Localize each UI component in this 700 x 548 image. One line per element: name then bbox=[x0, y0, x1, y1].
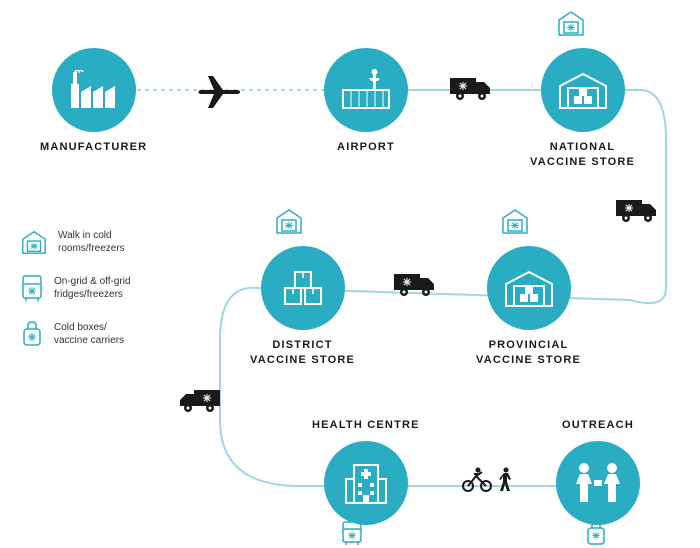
health-label: HEALTH CENTRE bbox=[312, 418, 420, 433]
legend-wcr-label: Walk in cold rooms/freezers bbox=[58, 229, 125, 255]
airport-label: AIRPORT bbox=[337, 140, 395, 155]
airport-icon bbox=[339, 68, 393, 112]
boxes-icon bbox=[279, 266, 327, 310]
national-wcr-icon bbox=[556, 8, 586, 38]
national-label: NATIONAL VACCINE STORE bbox=[530, 140, 635, 170]
legend-box-label: Cold boxes/ vaccine carriers bbox=[54, 321, 124, 347]
outreach-label: OUTREACH bbox=[562, 418, 634, 433]
handover-icon bbox=[570, 460, 626, 506]
legend: Walk in cold rooms/freezers On-grid & of… bbox=[20, 228, 131, 348]
cold-truck-3-icon bbox=[394, 272, 436, 298]
bike-walk-icon bbox=[460, 466, 514, 492]
provincial-wcr-icon bbox=[500, 206, 530, 236]
node-provincial: PROVINCIAL VACCINE STORE bbox=[476, 246, 581, 368]
hospital-icon bbox=[342, 459, 390, 507]
manufacturer-label: MANUFACTURER bbox=[40, 140, 147, 155]
legend-box: Cold boxes/ vaccine carriers bbox=[20, 320, 131, 348]
node-airport: AIRPORT bbox=[324, 48, 408, 155]
legend-fridge-label: On-grid & off-grid fridges/freezers bbox=[54, 275, 131, 301]
walk-in-cold-room-icon bbox=[20, 228, 48, 256]
cold-truck-4-icon bbox=[178, 388, 220, 414]
node-outreach: OUTREACH bbox=[556, 418, 640, 525]
node-district: DISTRICT VACCINE STORE bbox=[250, 246, 355, 368]
fridge-icon bbox=[20, 274, 44, 302]
factory-icon bbox=[69, 70, 119, 110]
node-health: HEALTH CENTRE bbox=[312, 418, 420, 525]
outreach-box-icon bbox=[584, 520, 608, 546]
provincial-label: PROVINCIAL VACCINE STORE bbox=[476, 338, 581, 368]
legend-fridge: On-grid & off-grid fridges/freezers bbox=[20, 274, 131, 302]
district-wcr-icon bbox=[274, 206, 304, 236]
cold-truck-2-icon bbox=[616, 198, 658, 224]
health-fridge-icon bbox=[340, 520, 364, 546]
plane-icon bbox=[198, 74, 242, 108]
legend-wcr: Walk in cold rooms/freezers bbox=[20, 228, 131, 256]
cold-truck-1-icon bbox=[450, 76, 492, 102]
node-national: NATIONAL VACCINE STORE bbox=[530, 48, 635, 170]
warehouse-icon bbox=[556, 68, 610, 112]
district-label: DISTRICT VACCINE STORE bbox=[250, 338, 355, 368]
cold-box-icon bbox=[20, 320, 44, 348]
warehouse-icon bbox=[502, 266, 556, 310]
node-manufacturer: MANUFACTURER bbox=[40, 48, 147, 155]
